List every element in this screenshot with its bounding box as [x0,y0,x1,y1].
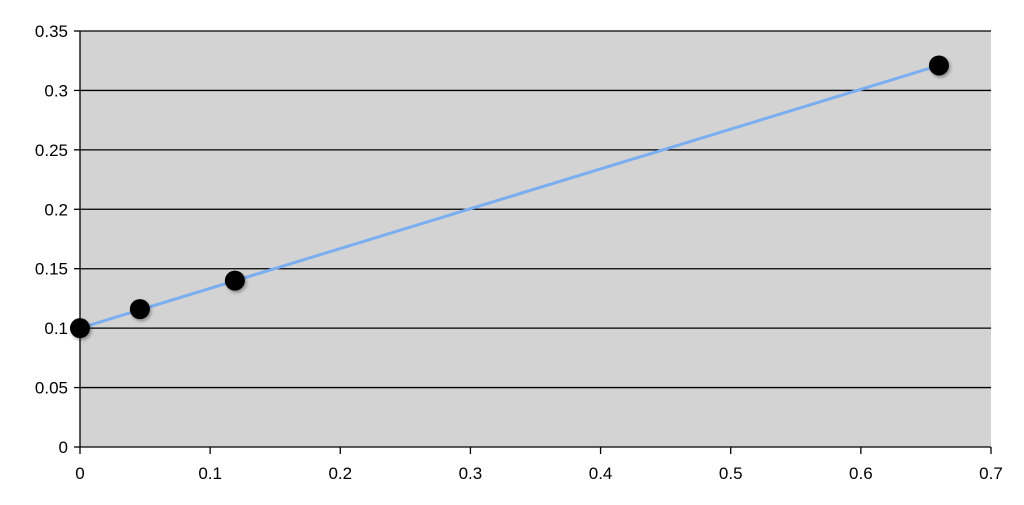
y-tick-label: 0.3 [44,81,68,100]
tick-labels: 0 0.05 0.1 0.15 0.2 0.25 0.3 0.35 0 0.1 0.2 0.3 0.4 0… [35,22,1003,483]
y-tick-label: 0.2 [44,200,68,219]
data-points [70,55,949,339]
data-point [224,270,245,291]
y-tick-label: 0.35 [35,22,68,41]
gridlines [80,30,991,389]
data-point [928,55,949,76]
y-tick-label: 0.25 [35,141,68,160]
axes [74,30,992,454]
y-tick-label: 0.1 [44,319,68,338]
trendline-layer [78,63,941,330]
x-tick-label: 0.1 [198,464,222,483]
x-tick-label: 0.6 [849,464,873,483]
x-tick-label: 0.5 [719,464,743,483]
trendline [78,63,941,330]
data-point [70,318,90,339]
x-tick-label: 0.3 [459,464,483,483]
x-tick-label: 0.2 [328,464,352,483]
x-tick-label: 0.4 [589,464,613,483]
y-tick-label: 0.05 [35,379,68,398]
y-tick-label: 0.15 [35,260,68,279]
data-point [129,299,150,320]
x-tick-label: 0.7 [979,464,1003,483]
x-tick-label: 0 [75,464,84,483]
plot-area-background [80,31,991,447]
y-tick-label: 0 [59,438,68,457]
